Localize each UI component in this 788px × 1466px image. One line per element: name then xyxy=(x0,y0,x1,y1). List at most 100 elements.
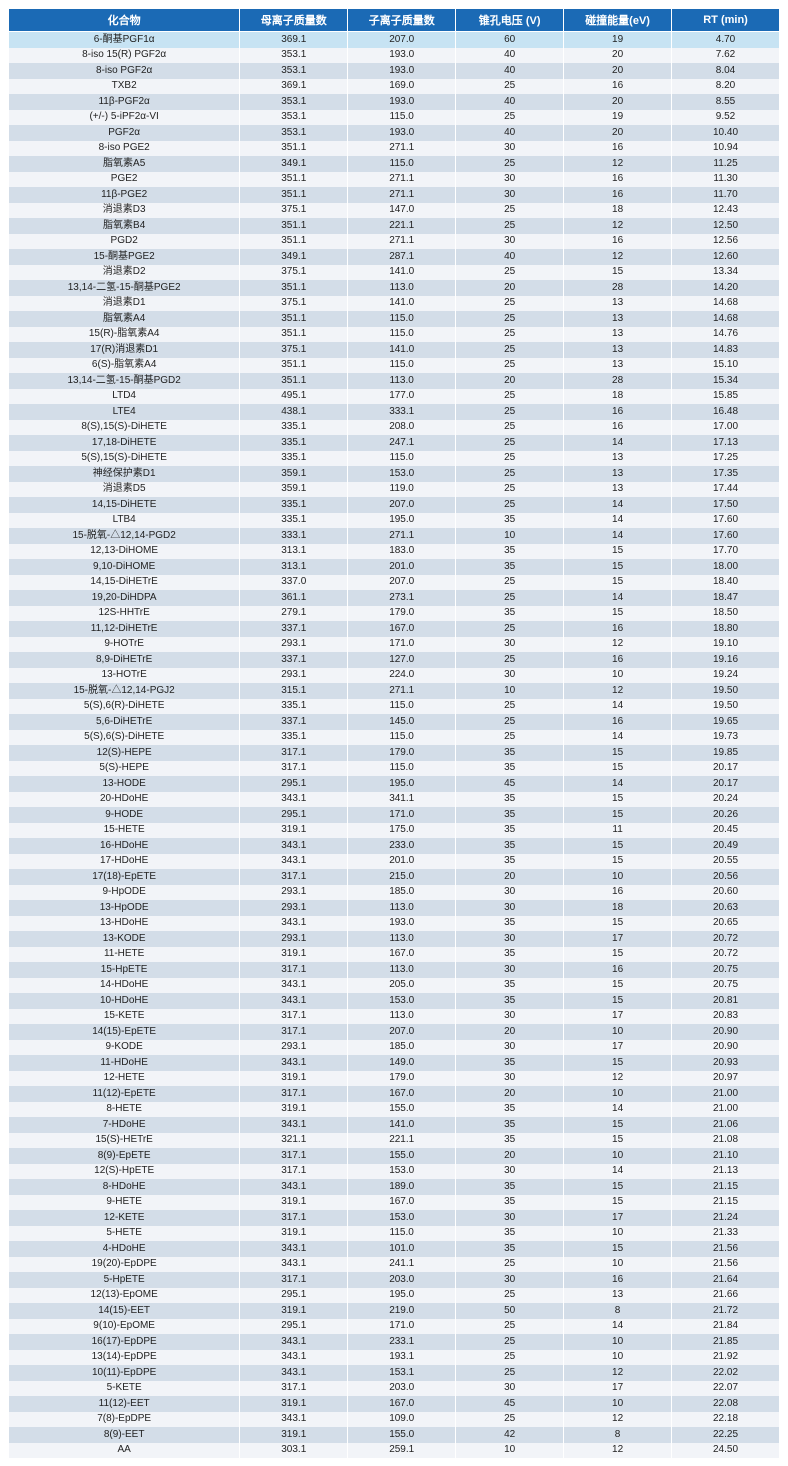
cell-parent: 317.1 xyxy=(240,761,348,777)
table-row: 14-HDoHE343.1205.0351520.75 xyxy=(9,978,780,994)
cell-ce: 13 xyxy=(564,342,672,358)
cell-compound: 6(S)-脂氧素A4 xyxy=(9,358,240,374)
cell-cone: 25 xyxy=(456,435,564,451)
cell-parent: 313.1 xyxy=(240,559,348,575)
cell-rt: 22.07 xyxy=(672,1381,780,1397)
cell-compound: 17(R)消退素D1 xyxy=(9,342,240,358)
cell-fragment: 183.0 xyxy=(348,544,456,560)
cell-rt: 21.00 xyxy=(672,1102,780,1118)
cell-fragment: 179.0 xyxy=(348,745,456,761)
table-row: 10(11)-EpDPE343.1153.1251222.02 xyxy=(9,1365,780,1381)
cell-compound: 11β-PGF2α xyxy=(9,94,240,110)
cell-cone: 25 xyxy=(456,714,564,730)
cell-rt: 14.20 xyxy=(672,280,780,296)
cell-rt: 19.10 xyxy=(672,637,780,653)
cell-compound: 13-HODE xyxy=(9,776,240,792)
cell-rt: 21.10 xyxy=(672,1148,780,1164)
cell-rt: 20.72 xyxy=(672,931,780,947)
cell-compound: 11-HETE xyxy=(9,947,240,963)
cell-parent: 295.1 xyxy=(240,1319,348,1335)
cell-compound: PGF2α xyxy=(9,125,240,141)
cell-ce: 16 xyxy=(564,652,672,668)
cell-parent: 319.1 xyxy=(240,1226,348,1242)
cell-ce: 15 xyxy=(564,1133,672,1149)
cell-parent: 343.1 xyxy=(240,1117,348,1133)
cell-rt: 19.16 xyxy=(672,652,780,668)
table-row: 11-HDoHE343.1149.0351520.93 xyxy=(9,1055,780,1071)
cell-rt: 17.70 xyxy=(672,544,780,560)
table-row: 17(18)-EpETE317.1215.0201020.56 xyxy=(9,869,780,885)
cell-ce: 10 xyxy=(564,869,672,885)
table-row: 12(S)-HpETE317.1153.0301421.13 xyxy=(9,1164,780,1180)
cell-fragment: 271.1 xyxy=(348,141,456,157)
cell-ce: 15 xyxy=(564,978,672,994)
cell-fragment: 241.1 xyxy=(348,1257,456,1273)
cell-fragment: 167.0 xyxy=(348,947,456,963)
cell-ce: 18 xyxy=(564,900,672,916)
cell-cone: 25 xyxy=(456,1350,564,1366)
table-row: 19,20-DiHDPA361.1273.1251418.47 xyxy=(9,590,780,606)
cell-cone: 40 xyxy=(456,63,564,79)
table-row: 13-HOTrE293.1224.0301019.24 xyxy=(9,668,780,684)
cell-rt: 8.04 xyxy=(672,63,780,79)
cell-cone: 25 xyxy=(456,389,564,405)
cell-compound: 5,6-DiHETrE xyxy=(9,714,240,730)
cell-ce: 13 xyxy=(564,482,672,498)
cell-parent: 351.1 xyxy=(240,373,348,389)
table-row: 14,15-DiHETE335.1207.0251417.50 xyxy=(9,497,780,513)
cell-ce: 17 xyxy=(564,1381,672,1397)
cell-fragment: 247.1 xyxy=(348,435,456,451)
cell-ce: 15 xyxy=(564,854,672,870)
cell-rt: 21.15 xyxy=(672,1179,780,1195)
cell-parent: 349.1 xyxy=(240,156,348,172)
cell-ce: 8 xyxy=(564,1303,672,1319)
cell-cone: 35 xyxy=(456,761,564,777)
cell-ce: 15 xyxy=(564,807,672,823)
cell-parent: 351.1 xyxy=(240,358,348,374)
cell-fragment: 341.1 xyxy=(348,792,456,808)
cell-fragment: 233.0 xyxy=(348,838,456,854)
table-row: 神经保护素D1359.1153.0251317.35 xyxy=(9,466,780,482)
cell-parent: 317.1 xyxy=(240,1148,348,1164)
cell-fragment: 193.0 xyxy=(348,125,456,141)
cell-compound: 脂氧素A4 xyxy=(9,311,240,327)
column-header-cone: 锥孔电压 (V) xyxy=(456,9,564,32)
cell-cone: 35 xyxy=(456,792,564,808)
cell-rt: 21.56 xyxy=(672,1257,780,1273)
table-row: 12-KETE317.1153.0301721.24 xyxy=(9,1210,780,1226)
cell-cone: 25 xyxy=(456,203,564,219)
cell-compound: 11,12-DiHETrE xyxy=(9,621,240,637)
column-header-fragment: 子离子质量数 xyxy=(348,9,456,32)
cell-ce: 20 xyxy=(564,63,672,79)
table-row: 20-HDoHE343.1341.1351520.24 xyxy=(9,792,780,808)
cell-fragment: 193.0 xyxy=(348,94,456,110)
cell-cone: 35 xyxy=(456,838,564,854)
cell-compound: 8,9-DiHETrE xyxy=(9,652,240,668)
column-header-rt: RT (min) xyxy=(672,9,780,32)
cell-cone: 25 xyxy=(456,482,564,498)
cell-compound: 15-酮基PGE2 xyxy=(9,249,240,265)
cell-parent: 351.1 xyxy=(240,172,348,188)
cell-ce: 13 xyxy=(564,311,672,327)
cell-ce: 16 xyxy=(564,621,672,637)
table-row: 10-HDoHE343.1153.0351520.81 xyxy=(9,993,780,1009)
cell-rt: 18.00 xyxy=(672,559,780,575)
cell-parent: 343.1 xyxy=(240,838,348,854)
cell-rt: 18.50 xyxy=(672,606,780,622)
cell-cone: 25 xyxy=(456,156,564,172)
cell-fragment: 113.0 xyxy=(348,280,456,296)
cell-parent: 293.1 xyxy=(240,1040,348,1056)
cell-compound: 5(S),6(S)-DiHETE xyxy=(9,730,240,746)
cell-compound: 6-酮基PGF1α xyxy=(9,32,240,48)
cell-parent: 353.1 xyxy=(240,94,348,110)
table-row: 13,14-二氢-15-酮基PGE2351.1113.0202814.20 xyxy=(9,280,780,296)
table-row: 9-KODE293.1185.0301720.90 xyxy=(9,1040,780,1056)
table-row: 11,12-DiHETrE337.1167.0251618.80 xyxy=(9,621,780,637)
cell-parent: 317.1 xyxy=(240,745,348,761)
cell-ce: 16 xyxy=(564,962,672,978)
cell-cone: 35 xyxy=(456,1226,564,1242)
cell-parent: 369.1 xyxy=(240,79,348,95)
cell-rt: 21.24 xyxy=(672,1210,780,1226)
table-row: 12(S)-HEPE317.1179.0351519.85 xyxy=(9,745,780,761)
cell-fragment: 113.0 xyxy=(348,931,456,947)
